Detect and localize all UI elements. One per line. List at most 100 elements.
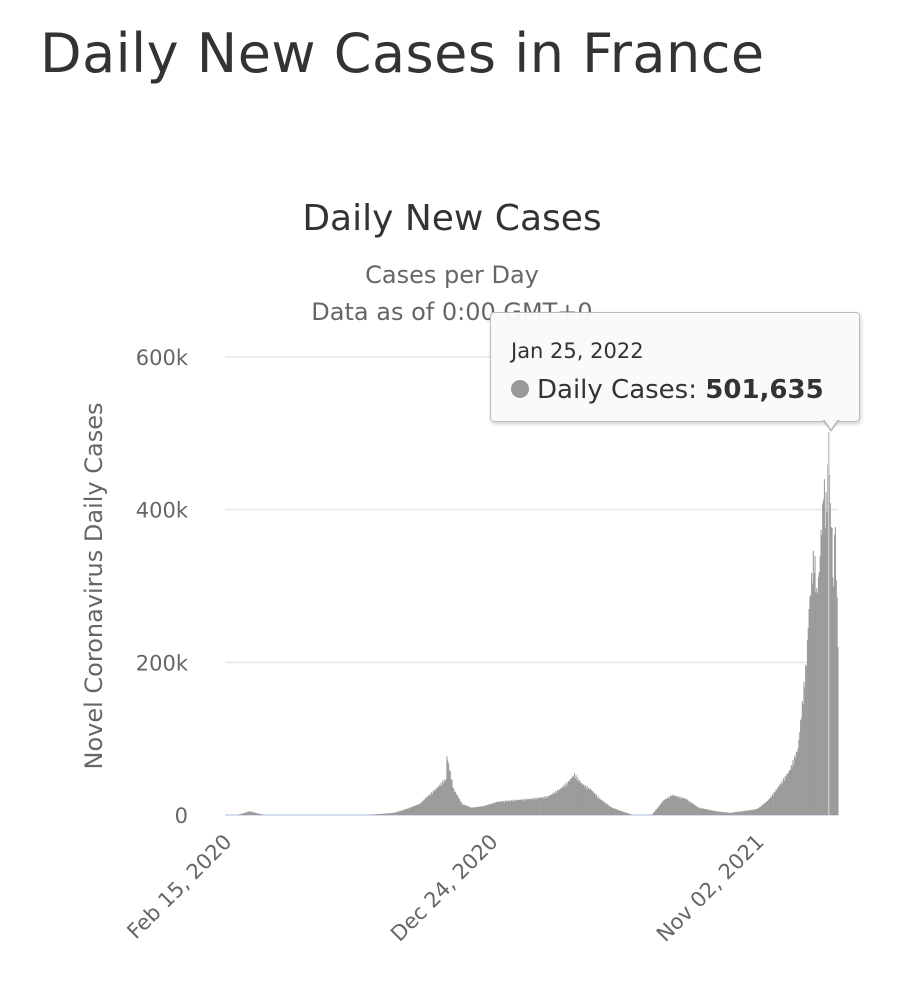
bar[interactable] bbox=[550, 795, 552, 815]
bar[interactable] bbox=[526, 799, 528, 815]
bar[interactable] bbox=[518, 799, 520, 815]
bar[interactable] bbox=[503, 800, 505, 815]
bar[interactable] bbox=[593, 793, 595, 815]
bar[interactable] bbox=[539, 797, 541, 815]
bar[interactable] bbox=[528, 798, 530, 815]
bar[interactable] bbox=[828, 474, 831, 815]
bar[interactable] bbox=[597, 796, 599, 815]
bar[interactable] bbox=[261, 814, 263, 815]
bar[interactable] bbox=[571, 777, 573, 815]
bar[interactable] bbox=[796, 752, 798, 815]
bar[interactable] bbox=[660, 803, 662, 815]
bar[interactable] bbox=[673, 795, 675, 815]
bar[interactable] bbox=[692, 803, 694, 815]
bar[interactable] bbox=[460, 802, 462, 815]
bar[interactable] bbox=[722, 812, 724, 815]
bar[interactable] bbox=[527, 798, 529, 815]
bar[interactable] bbox=[586, 786, 588, 815]
bar[interactable] bbox=[374, 814, 376, 815]
bar[interactable] bbox=[833, 586, 835, 815]
bar[interactable] bbox=[594, 792, 596, 815]
bar[interactable] bbox=[836, 597, 838, 815]
bar[interactable] bbox=[624, 812, 626, 815]
bar[interactable] bbox=[490, 803, 492, 815]
bar[interactable] bbox=[721, 811, 723, 815]
bar[interactable] bbox=[790, 764, 792, 815]
bar[interactable] bbox=[791, 767, 793, 815]
bar[interactable] bbox=[485, 805, 487, 815]
bar[interactable] bbox=[513, 801, 515, 815]
bar[interactable] bbox=[685, 798, 687, 815]
bar[interactable] bbox=[713, 810, 715, 815]
bar[interactable] bbox=[509, 800, 511, 815]
bar[interactable] bbox=[449, 771, 451, 815]
bar[interactable] bbox=[489, 804, 491, 815]
bar[interactable] bbox=[743, 811, 745, 815]
bar[interactable] bbox=[829, 503, 831, 815]
bar[interactable] bbox=[538, 797, 540, 815]
bar[interactable] bbox=[596, 797, 598, 815]
bar[interactable] bbox=[412, 806, 414, 815]
bar[interactable] bbox=[253, 812, 255, 815]
bar[interactable] bbox=[523, 798, 525, 815]
bar[interactable] bbox=[245, 812, 247, 815]
bar[interactable] bbox=[609, 806, 611, 815]
bar[interactable] bbox=[746, 810, 748, 815]
bar[interactable] bbox=[782, 783, 784, 815]
bar[interactable] bbox=[771, 797, 773, 815]
bar[interactable] bbox=[396, 811, 398, 815]
bar[interactable] bbox=[751, 809, 753, 815]
bar[interactable] bbox=[815, 592, 817, 815]
bar[interactable] bbox=[390, 813, 392, 815]
bar[interactable] bbox=[754, 809, 756, 815]
bar[interactable] bbox=[607, 804, 609, 815]
bar[interactable] bbox=[403, 809, 405, 815]
bar[interactable] bbox=[259, 813, 261, 815]
bar[interactable] bbox=[551, 793, 553, 815]
bar[interactable] bbox=[816, 588, 818, 815]
bar[interactable] bbox=[387, 813, 389, 815]
bar[interactable] bbox=[806, 666, 808, 815]
bar[interactable] bbox=[739, 811, 741, 815]
bar[interactable] bbox=[254, 812, 256, 815]
bar[interactable] bbox=[405, 809, 407, 815]
bar[interactable] bbox=[580, 782, 582, 815]
bar[interactable] bbox=[735, 812, 737, 815]
bar[interactable] bbox=[494, 803, 496, 815]
bar[interactable] bbox=[789, 770, 791, 815]
bar[interactable] bbox=[778, 786, 780, 815]
bar[interactable] bbox=[539, 797, 541, 815]
bar[interactable] bbox=[562, 785, 564, 815]
bar[interactable] bbox=[654, 810, 656, 815]
bar[interactable] bbox=[455, 794, 457, 815]
bar[interactable] bbox=[750, 810, 752, 815]
bar[interactable] bbox=[675, 796, 677, 815]
bar[interactable] bbox=[772, 794, 774, 815]
bar[interactable] bbox=[621, 811, 623, 815]
bar[interactable] bbox=[511, 801, 513, 815]
bar[interactable] bbox=[595, 795, 597, 815]
bar[interactable] bbox=[693, 804, 695, 815]
bar[interactable] bbox=[562, 787, 564, 815]
bar[interactable] bbox=[770, 796, 772, 815]
bar[interactable] bbox=[737, 811, 739, 815]
bar[interactable] bbox=[691, 803, 693, 815]
bar[interactable] bbox=[458, 798, 460, 815]
bar[interactable] bbox=[407, 808, 409, 815]
bar[interactable] bbox=[748, 810, 750, 815]
bar[interactable] bbox=[676, 797, 678, 815]
bar[interactable] bbox=[540, 797, 542, 815]
bar[interactable] bbox=[477, 806, 479, 815]
bar[interactable] bbox=[432, 790, 434, 815]
bar[interactable] bbox=[664, 799, 666, 815]
bar[interactable] bbox=[532, 799, 534, 815]
bar[interactable] bbox=[732, 812, 734, 815]
bar[interactable] bbox=[482, 806, 484, 815]
bar[interactable] bbox=[709, 809, 711, 815]
bar[interactable] bbox=[590, 790, 592, 815]
bar[interactable] bbox=[715, 811, 717, 815]
bar[interactable] bbox=[383, 813, 385, 815]
bar[interactable] bbox=[766, 801, 768, 815]
bar[interactable] bbox=[616, 809, 618, 815]
bar[interactable] bbox=[398, 811, 400, 815]
